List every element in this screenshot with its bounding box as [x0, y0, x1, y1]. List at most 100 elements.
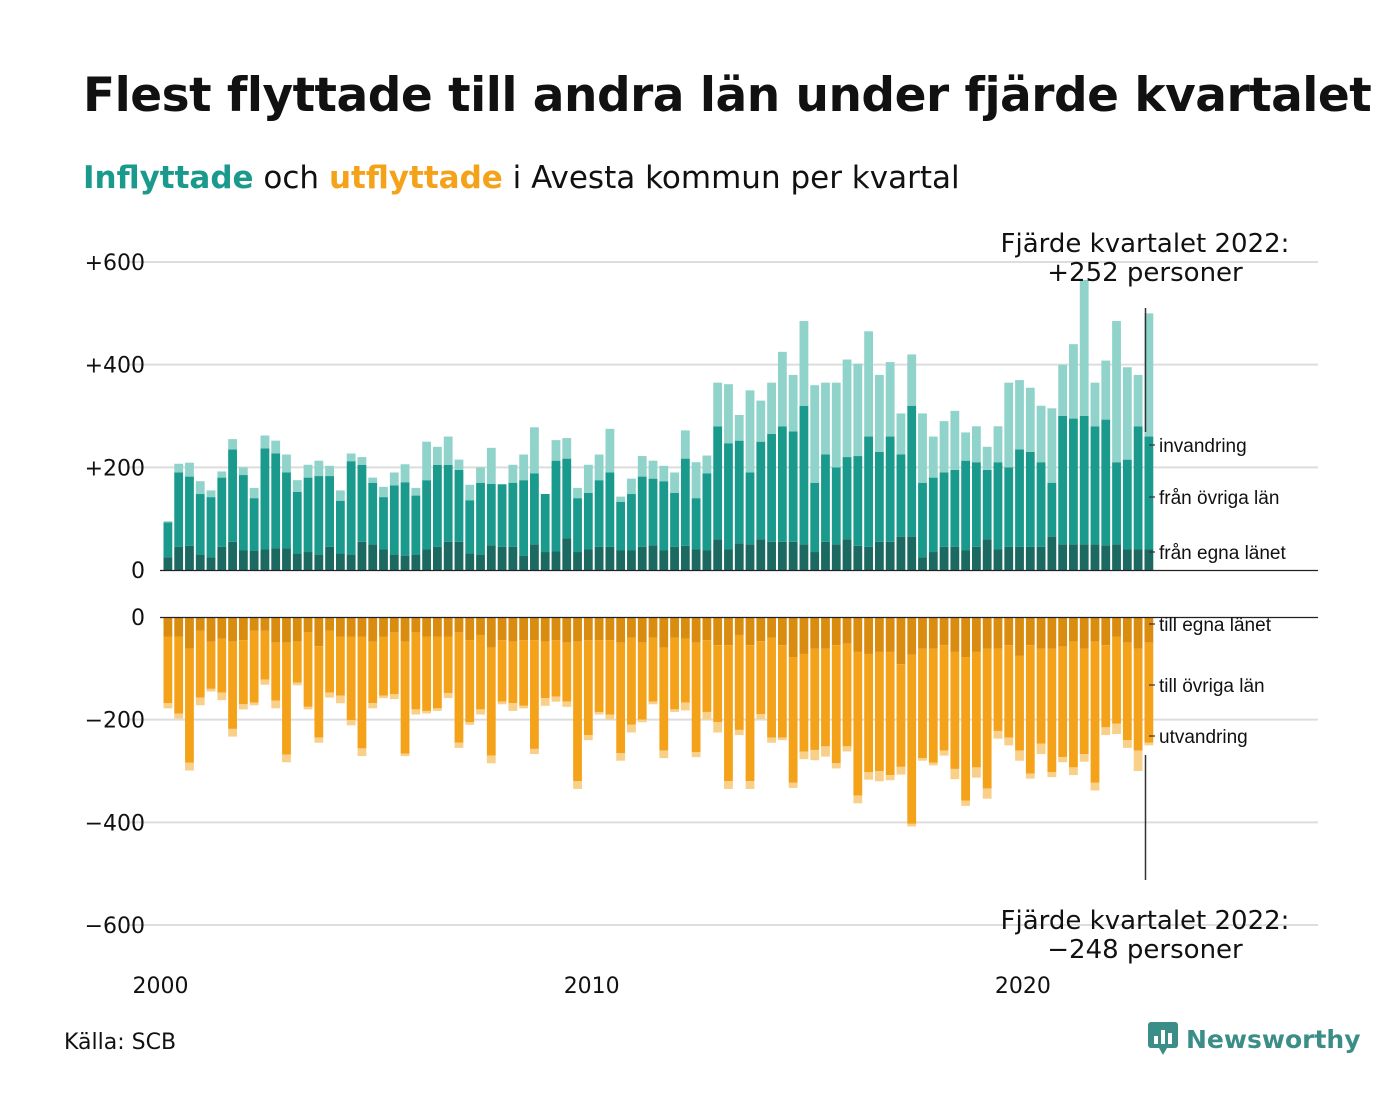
bar-in-segment — [508, 464, 518, 483]
bar-out-segment — [389, 632, 399, 694]
bar-in-segment — [810, 482, 820, 553]
bar-in-segment — [745, 544, 755, 570]
bar-out-segment — [939, 750, 949, 756]
bar-in-segment — [724, 384, 733, 444]
bar-out-segment — [853, 651, 863, 796]
bar-in-segment — [249, 487, 259, 499]
x-tick-label: 2000 — [133, 974, 189, 999]
bar-in-segment — [411, 554, 421, 570]
bar-out-segment — [756, 617, 766, 642]
bar-out-segment — [724, 645, 733, 782]
bar-out-segment — [821, 617, 830, 649]
bar-in-segment — [896, 536, 906, 570]
bar-in-segment — [573, 487, 582, 499]
bar-out-segment — [508, 641, 518, 704]
bar-out-segment — [659, 647, 669, 751]
bar-in-segment — [325, 465, 334, 477]
bar-out-segment — [691, 642, 701, 752]
bar-in-segment — [551, 460, 561, 552]
bar-in-segment — [292, 491, 302, 554]
bar-in-segment — [627, 550, 636, 570]
bar-out-segment — [519, 617, 529, 641]
bar-out-segment — [853, 795, 863, 804]
bar-in-segment — [799, 405, 809, 545]
bar-out-segment — [238, 704, 248, 710]
bar-in-segment — [357, 541, 367, 570]
bar-out-segment — [734, 729, 744, 736]
bar-out-segment — [734, 617, 744, 635]
bar-in-segment — [659, 465, 669, 482]
bar-in-segment — [368, 477, 378, 483]
bar-in-segment — [605, 472, 615, 547]
series-label: utvandring — [1159, 727, 1248, 748]
annotation-out-line1: Fjärde kvartalet 2022: — [1001, 906, 1290, 936]
bar-in-segment — [282, 472, 291, 549]
bar-out-segment — [1112, 617, 1121, 637]
bar-in-segment — [185, 476, 194, 546]
bar-in-segment — [228, 449, 237, 542]
bar-out-segment — [972, 651, 981, 768]
bar-in-segment — [562, 458, 572, 539]
bar-out-segment — [972, 617, 981, 652]
bar-out-segment — [864, 617, 873, 654]
bar-in-segment — [1025, 546, 1035, 570]
bars — [163, 279, 1154, 827]
bar-in-segment — [885, 362, 895, 437]
bar-out-segment — [195, 630, 205, 698]
bar-out-segment — [799, 751, 809, 760]
bar-in-segment — [1036, 405, 1046, 463]
bar-in-segment — [831, 544, 841, 570]
bar-out-segment — [454, 742, 464, 748]
bar-in-segment — [400, 555, 410, 570]
bar-out-segment — [648, 701, 658, 705]
bar-in-segment — [1004, 467, 1014, 547]
bar-in-segment — [1144, 436, 1154, 550]
bar-in-segment — [497, 546, 507, 570]
bar-in-segment — [605, 428, 615, 473]
bar-in-segment — [400, 482, 410, 556]
bar-in-segment — [756, 539, 766, 570]
bar-out-segment — [616, 753, 626, 761]
bar-out-segment — [400, 753, 410, 757]
bar-in-segment — [1101, 545, 1111, 570]
bar-out-segment — [1101, 617, 1111, 646]
bar-out-segment — [400, 641, 410, 754]
bar-in-segment — [659, 481, 669, 551]
bar-out-segment — [519, 640, 529, 706]
bar-in-segment — [777, 541, 787, 570]
bar-in-segment — [1101, 419, 1111, 546]
bar-in-segment — [282, 548, 291, 570]
bar-in-segment — [1112, 544, 1121, 570]
bar-out-segment — [249, 617, 259, 631]
bar-in-segment — [594, 454, 604, 481]
newsworthy-logo[interactable]: Newsworthy — [1148, 1022, 1361, 1056]
bar-out-segment — [788, 782, 798, 788]
series-label: till egna länet — [1159, 615, 1272, 636]
bar-in-segment — [724, 549, 733, 570]
bar-in-segment — [573, 498, 582, 553]
bar-out-segment — [508, 703, 518, 711]
bar-in-segment — [918, 413, 927, 483]
bar-in-segment — [1079, 416, 1089, 545]
bar-in-segment — [982, 539, 992, 570]
bar-out-segment — [357, 748, 367, 757]
bar-out-segment — [443, 617, 453, 637]
bar-in-segment — [583, 464, 593, 494]
bar-in-segment — [594, 546, 604, 570]
bar-out-segment — [411, 632, 421, 710]
bar-out-segment — [346, 617, 356, 637]
bar-in-segment — [411, 487, 421, 496]
bar-in-segment — [519, 480, 529, 556]
bar-in-segment — [443, 436, 453, 465]
bar-in-segment — [896, 413, 906, 455]
bar-out-segment — [918, 648, 927, 759]
bar-out-segment — [605, 640, 615, 715]
bar-out-segment — [810, 749, 820, 761]
bar-in-segment — [583, 549, 593, 570]
bar-in-segment — [195, 481, 205, 495]
bar-out-segment — [788, 657, 798, 783]
bar-out-segment — [1069, 617, 1078, 642]
bar-out-segment — [540, 698, 550, 706]
tick-labels: +600 +400 +200 0 0 −200 −400 −600 2000 2010 2020 — [85, 251, 1051, 999]
bar-in-segment — [767, 382, 776, 434]
